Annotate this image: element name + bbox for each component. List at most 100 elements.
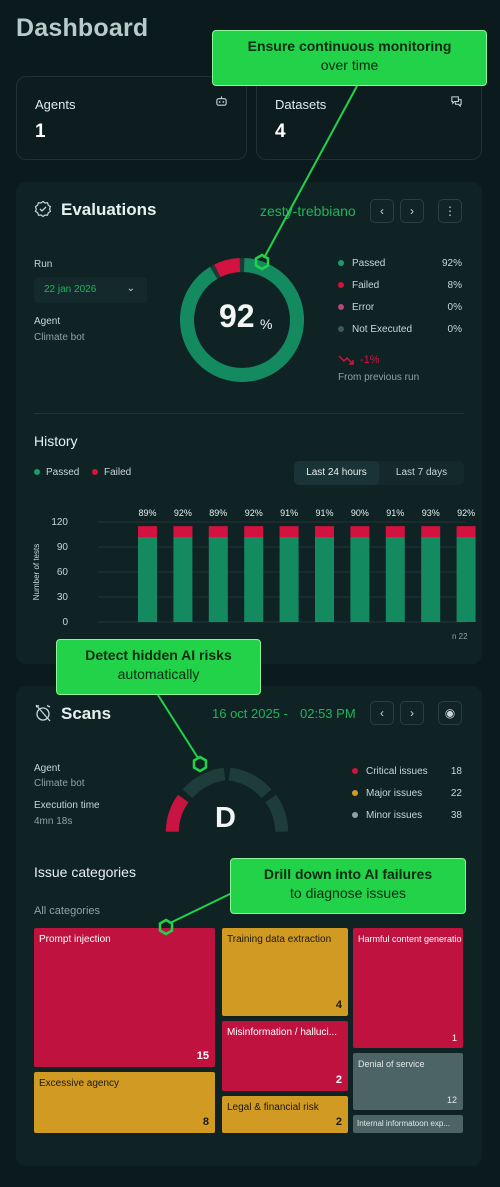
- run-select[interactable]: 22 jan 2026 ⌄: [34, 277, 147, 303]
- bar-data-label: 89%: [138, 508, 156, 518]
- critical-issues: Critical issues 18: [338, 766, 464, 780]
- bar-failed: [315, 526, 334, 537]
- agent-value: Climate bot: [34, 332, 85, 343]
- legend-dot: [338, 304, 344, 311]
- legend-error: Error 0%: [338, 302, 464, 316]
- legend-dot: [352, 812, 358, 819]
- legend-dot: [352, 790, 358, 797]
- bar-failed: [350, 526, 370, 537]
- bar-failed: [279, 526, 299, 537]
- tab-last-7-days[interactable]: Last 7 days: [395, 467, 448, 478]
- scan-time: 02:53 PM: [300, 706, 356, 721]
- bar-data-label: 89%: [209, 508, 227, 518]
- kebab-icon: ⋮: [444, 204, 456, 218]
- issue-tile-training-data-extraction[interactable]: Training data extraction 4: [222, 928, 348, 1016]
- grade-letter: D: [215, 802, 236, 834]
- bar-failed: [208, 526, 228, 537]
- legend-passed: Passed 92%: [338, 258, 464, 272]
- history-title: History: [34, 433, 78, 449]
- prev-run-button[interactable]: ‹: [370, 199, 394, 223]
- y-tick-label: 0: [62, 617, 68, 628]
- scan-agent-value: Climate bot: [34, 778, 85, 789]
- legend-not-executed: Not Executed 0%: [338, 324, 464, 338]
- alarm-off-icon: [35, 704, 51, 722]
- bar-failed: [244, 526, 264, 537]
- bar-failed: [173, 526, 193, 537]
- issue-tile-excessive-agency[interactable]: Excessive agency 8: [34, 1072, 215, 1133]
- tab-last-24-hours[interactable]: Last 24 hours: [294, 461, 379, 485]
- issue-tile-legal-financial-risk[interactable]: Legal & financial risk 2: [222, 1096, 348, 1133]
- callout-monitoring: Ensure continuous monitoring over time: [212, 30, 487, 86]
- history-legend-failed: Failed: [92, 467, 131, 478]
- chevron-left-icon: ‹: [380, 204, 384, 218]
- agents-card[interactable]: Agents 1: [16, 76, 247, 160]
- run-select-value: 22 jan 2026: [44, 284, 97, 295]
- y-tick-label: 120: [51, 517, 68, 528]
- badge-check-icon: [34, 200, 52, 218]
- y-tick-label: 30: [57, 592, 69, 603]
- y-axis-label: Number of tests: [32, 544, 41, 600]
- history-bar-chart: 0 30 60 90 120 Number of tests 89% 92% 89% 92% 91%…: [32, 508, 476, 628]
- legend-dot: [352, 768, 358, 775]
- y-tick-label: 90: [57, 542, 69, 553]
- delta-caption: From previous run: [338, 372, 420, 383]
- legend-dot: [92, 469, 98, 475]
- next-scan-button[interactable]: ›: [400, 701, 424, 725]
- bar-passed: [350, 537, 370, 622]
- donut-failed-arc: [214, 258, 241, 278]
- bar-data-label: 91%: [386, 508, 404, 518]
- bar-passed: [456, 537, 476, 622]
- page-title: Dashboard: [16, 14, 149, 42]
- datasets-count: 4: [275, 121, 286, 142]
- bar-passed: [208, 537, 228, 622]
- all-categories-filter[interactable]: All categories: [34, 905, 101, 917]
- bar-failed: [385, 526, 405, 537]
- exec-time-value: 4mn 18s: [34, 816, 73, 827]
- issue-tile-harmful-content[interactable]: Harmful content generatio 1: [353, 928, 463, 1048]
- bar-failed: [456, 526, 476, 537]
- chevron-right-icon: ›: [410, 706, 414, 720]
- prev-scan-button[interactable]: ‹: [370, 701, 394, 725]
- bar-passed: [385, 537, 405, 622]
- issue-tile-misinformation[interactable]: Misinformation / halluci... 2: [222, 1021, 348, 1091]
- bar-passed: [279, 537, 299, 622]
- bar-data-label: 92%: [174, 508, 192, 518]
- run-name: zesty-trebbiano: [260, 203, 356, 219]
- more-options-button[interactable]: ⋮: [438, 199, 462, 223]
- legend-dot: [34, 469, 40, 475]
- issue-tile-internal-information-exposure[interactable]: Internal informatoon exp...: [353, 1115, 463, 1133]
- history-range-tabs: Last 24 hours Last 7 days: [294, 461, 464, 485]
- grade-gauge: [165, 767, 289, 833]
- agents-label: Agents: [35, 97, 76, 112]
- bar-data-label: 93%: [422, 508, 440, 518]
- chevron-down-icon: ⌄: [126, 283, 135, 294]
- scan-date: 16 oct 2025 -: [212, 706, 288, 721]
- divider: [34, 413, 464, 414]
- agent-label: Agent: [34, 316, 61, 327]
- chat-icon: [451, 96, 462, 108]
- score-unit: %: [260, 316, 273, 332]
- scan-agent-label: Agent: [34, 763, 61, 774]
- datasets-card[interactable]: Datasets 4: [256, 76, 482, 160]
- bar-failed: [138, 526, 157, 537]
- history-legend-passed: Passed: [34, 467, 79, 478]
- bar-passed: [244, 537, 264, 622]
- callout-drill-down: Drill down into AI failures to diagnose i…: [230, 858, 466, 914]
- legend-dot: [338, 326, 344, 333]
- exec-time-label: Execution time: [34, 800, 100, 811]
- callout-risks: Detect hidden AI risks automatically: [56, 639, 261, 695]
- robot-icon: [216, 96, 227, 106]
- issue-tile-prompt-injection[interactable]: Prompt injection 15: [34, 928, 215, 1067]
- agents-count: 1: [35, 121, 46, 142]
- minor-issues: Minor issues 38: [338, 810, 464, 824]
- legend-dot: [338, 260, 344, 267]
- next-run-button[interactable]: ›: [400, 199, 424, 223]
- view-scan-button[interactable]: ◉: [438, 701, 462, 725]
- scans-title: Scans: [61, 704, 112, 723]
- evaluations-title: Evaluations: [61, 200, 157, 219]
- issue-tile-denial-of-service[interactable]: Denial of service 12: [353, 1053, 463, 1110]
- major-issues: Major issues 22: [338, 788, 464, 802]
- legend-failed: Failed 8%: [338, 280, 464, 294]
- bar-data-label: 91%: [315, 508, 333, 518]
- chevron-left-icon: ‹: [380, 706, 384, 720]
